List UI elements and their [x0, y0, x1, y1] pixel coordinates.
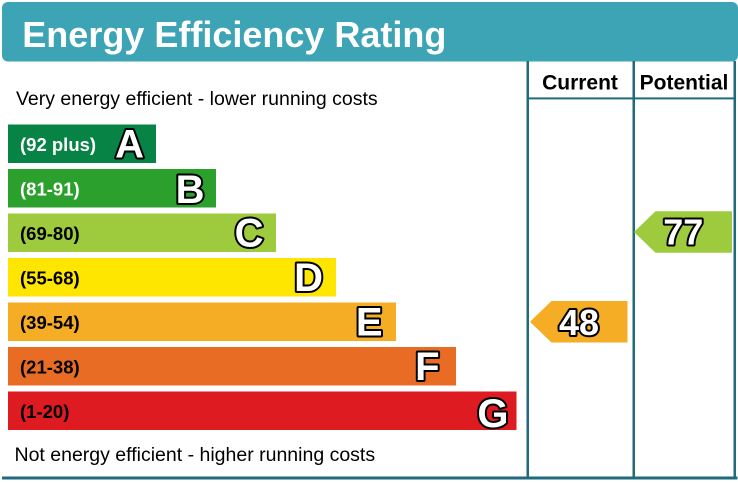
svg-text:F: F [415, 345, 439, 389]
svg-text:(1-20): (1-20) [20, 401, 69, 422]
svg-text:Not energy efficient - higher: Not energy efficient - higher running co… [15, 444, 376, 466]
svg-text:E: E [356, 301, 383, 345]
svg-text:C: C [235, 212, 264, 256]
svg-text:(39-54): (39-54) [20, 312, 80, 333]
svg-text:G: G [477, 392, 508, 436]
svg-text:(69-80): (69-80) [20, 223, 80, 244]
svg-text:A: A [115, 123, 144, 167]
svg-text:Very energy efficient - lower: Very energy efficient - lower running co… [16, 88, 378, 110]
svg-text:Energy Efficiency Rating: Energy Efficiency Rating [22, 14, 446, 55]
svg-text:(92 plus): (92 plus) [20, 134, 96, 155]
svg-text:D: D [294, 256, 323, 300]
svg-text:Current: Current [542, 72, 618, 95]
svg-text:77: 77 [663, 212, 703, 253]
svg-text:B: B [176, 168, 205, 212]
svg-text:(81-91): (81-91) [20, 179, 80, 200]
svg-text:(55-68): (55-68) [20, 268, 80, 289]
svg-text:(21-38): (21-38) [20, 357, 80, 378]
svg-text:48: 48 [559, 302, 599, 343]
svg-text:Potential: Potential [640, 72, 729, 95]
